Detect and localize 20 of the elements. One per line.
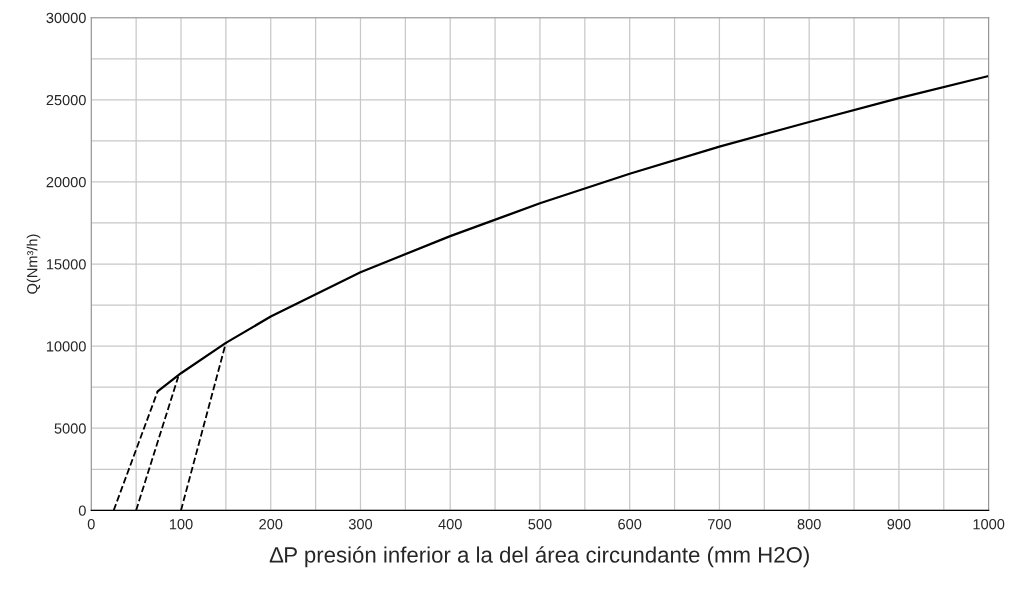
x-tick-label: 500 [528, 519, 552, 530]
y-tick-label: 30000 [46, 12, 86, 24]
y-tick-label: 15000 [46, 259, 86, 270]
x-tick-label: 100 [169, 519, 193, 530]
y-tick-label: 10000 [46, 341, 86, 352]
x-tick-label: 900 [887, 519, 911, 530]
y-tick-label: 0 [78, 505, 86, 516]
x-tick-label: 400 [438, 519, 462, 530]
x-tick-label: 300 [348, 519, 373, 530]
y-axis-title: Q(Nm³/h) [26, 234, 41, 294]
x-tick-label: 0 [87, 519, 95, 530]
y-tick-label: 5000 [54, 423, 86, 434]
x-tick-label: 700 [708, 519, 732, 530]
x-tick-label: 600 [618, 519, 642, 530]
x-axis-title: ∆P presión inferior a la del área circundante (mm H2O) [269, 546, 809, 568]
x-tick-label: 200 [259, 519, 283, 530]
y-tick-label: 20000 [46, 177, 86, 188]
y-tick-label: 25000 [46, 94, 86, 106]
x-tick-label: 1000 [973, 519, 1005, 530]
x-tick-label: 800 [797, 519, 821, 530]
